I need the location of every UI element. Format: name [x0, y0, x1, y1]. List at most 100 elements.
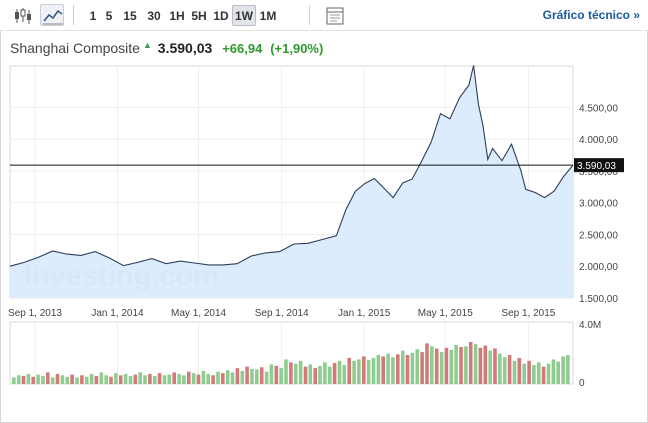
- price-line: [9, 65, 574, 267]
- volume-bar: [75, 377, 79, 384]
- volume-bar: [114, 373, 118, 384]
- volume-bar: [342, 365, 347, 384]
- timeframe-button-5h[interactable]: 5H: [191, 9, 207, 23]
- volume-bar: [162, 375, 167, 384]
- current-price-tag: [574, 158, 624, 173]
- volume-bar: [133, 374, 138, 384]
- volume-bar: [167, 374, 172, 384]
- volume-bar: [255, 369, 259, 384]
- volume-bar: [561, 356, 565, 384]
- price-change-percent: (+1,90%): [270, 41, 324, 56]
- volume-bar: [89, 373, 94, 384]
- volume-bar: [182, 375, 186, 384]
- volume-bar: [26, 373, 31, 384]
- volume-bar: [41, 376, 45, 384]
- toolbar-separator: [309, 5, 310, 25]
- volume-bar: [259, 367, 264, 384]
- y-tick-label: 2.000,00: [579, 262, 618, 273]
- volume-bar: [512, 360, 517, 384]
- timeframe-button-1h[interactable]: 1H: [169, 9, 185, 23]
- volume-bar: [391, 357, 395, 384]
- technical-chart-link[interactable]: Gráfico técnico »: [542, 8, 640, 22]
- volume-bar: [94, 376, 99, 384]
- volume-bar: [172, 372, 176, 384]
- volume-bar: [128, 376, 133, 384]
- volume-bar: [240, 370, 245, 384]
- volume-bar: [269, 364, 274, 384]
- timeframe-button-1m[interactable]: 1M: [259, 9, 277, 23]
- volume-bar: [386, 353, 390, 385]
- volume-bar: [123, 373, 128, 384]
- volume-bar: [235, 368, 240, 385]
- volume-bar: [46, 372, 50, 384]
- volume-bar: [284, 359, 288, 384]
- volume-bar: [488, 350, 492, 384]
- y-tick-label: 4.500,00: [579, 103, 618, 114]
- x-tick-label: Jan 1, 2014: [91, 308, 144, 319]
- line-chart-icon-graphic: [43, 9, 63, 25]
- volume-bar: [264, 371, 269, 384]
- volume-bar: [434, 348, 439, 384]
- volume-bar: [454, 344, 458, 385]
- volume-bar: [298, 360, 303, 384]
- toolbar-separator: [73, 5, 74, 25]
- price-area: [10, 65, 573, 299]
- up-arrow-icon: ▲: [142, 40, 152, 50]
- volume-bar: [405, 355, 410, 384]
- volume-bar: [289, 362, 293, 385]
- price-change: +66,94: [222, 41, 263, 56]
- instrument-header: Shanghai Composite ▲ 3.590,03 +66,94 (+1,…: [10, 40, 323, 60]
- volume-bar: [493, 348, 497, 384]
- chart-settings-icon-graphic: [326, 7, 344, 25]
- timeframe-button-1d[interactable]: 1D: [213, 9, 229, 23]
- x-tick-label: Sep 1, 2013: [8, 308, 62, 319]
- timeframe-button-1w[interactable]: 1W: [232, 5, 256, 26]
- timeframe-button-1[interactable]: 1: [89, 9, 97, 23]
- volume-bar: [527, 360, 531, 384]
- volume-bar: [362, 356, 366, 384]
- timeframe-button-30[interactable]: 30: [147, 9, 161, 23]
- volume-bar: [50, 377, 55, 384]
- volume-bar: [187, 371, 191, 384]
- current-price-marker: 3.590,03: [10, 158, 624, 173]
- candlestick-icon[interactable]: [10, 4, 34, 26]
- volume-bar: [332, 363, 337, 384]
- volume-bar: [16, 375, 21, 384]
- volume-bar: [396, 354, 400, 384]
- volume-bar: [143, 375, 147, 384]
- volume-bar: [313, 368, 317, 385]
- volume-bar: [483, 345, 488, 384]
- y-tick-label: 3.500,00: [579, 167, 618, 178]
- volume-bar: [517, 357, 522, 384]
- volume-bar: [60, 375, 65, 384]
- volume-bar: [347, 357, 351, 384]
- volume-bar: [12, 377, 16, 384]
- volume-bar: [80, 375, 84, 384]
- volume-bar: [337, 360, 342, 384]
- volume-bar: [157, 373, 162, 384]
- line-chart-icon[interactable]: [40, 4, 64, 26]
- volume-bar: [473, 344, 478, 384]
- volume-bar: [352, 360, 356, 384]
- y-tick-label: 1.500,00: [579, 294, 618, 305]
- chart-settings-icon[interactable]: [322, 4, 346, 26]
- volume-bar: [366, 360, 371, 384]
- volume-bar: [216, 371, 220, 384]
- volume-bar: [230, 372, 235, 384]
- volume-tick-label: 4.0M: [579, 320, 601, 331]
- timeframe-button-15[interactable]: 15: [123, 9, 137, 23]
- volume-bar: [415, 349, 420, 384]
- volume-bar: [323, 362, 327, 385]
- volume-bar: [532, 365, 536, 384]
- volume-bar: [21, 376, 26, 384]
- x-tick-label: Sep 1, 2015: [501, 308, 555, 319]
- volume-bar: [328, 366, 332, 384]
- volume-bar: [537, 362, 541, 385]
- y-tick-label: 4.000,00: [579, 135, 618, 146]
- volume-bar: [439, 352, 444, 384]
- volume-bar: [420, 352, 424, 384]
- volume-bar: [444, 347, 449, 385]
- volume-bar: [225, 370, 230, 384]
- timeframe-button-5[interactable]: 5: [105, 9, 113, 23]
